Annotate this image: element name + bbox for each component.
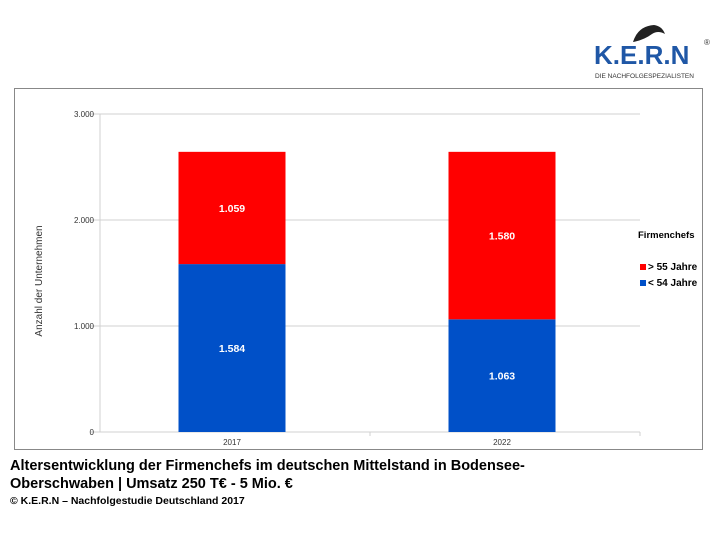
dolphin-icon bbox=[633, 25, 665, 42]
y-tick-label: 1.000 bbox=[74, 322, 95, 331]
logo-tagline: DIE NACHFOLGESPEZIALISTEN bbox=[595, 73, 694, 80]
y-axis-label: Anzahl der Unternehmen bbox=[34, 225, 45, 336]
legend-title: Firmenchefs bbox=[638, 230, 695, 241]
chart-frame bbox=[14, 88, 703, 450]
data-label: 1.580 bbox=[489, 231, 515, 243]
data-label: 1.063 bbox=[489, 371, 515, 383]
bar-segment bbox=[178, 151, 286, 265]
x-tick-label: 2022 bbox=[493, 438, 511, 447]
legend-label: > 55 Jahre bbox=[648, 262, 698, 273]
caption-line2: Oberschwaben | Umsatz 250 T€ - 5 Mio. € bbox=[10, 476, 293, 492]
caption-line1: Altersentwicklung der Firmenchefs im deu… bbox=[10, 458, 525, 474]
y-tick-label: 0 bbox=[90, 428, 95, 437]
y-tick-label: 3.000 bbox=[74, 110, 95, 119]
data-label: 1.584 bbox=[219, 343, 245, 355]
x-tick-label: 2017 bbox=[223, 438, 241, 447]
legend-label: < 54 Jahre bbox=[648, 278, 698, 289]
logo-text: K.E.R.N bbox=[594, 40, 690, 70]
logo-reg: ® bbox=[704, 38, 710, 47]
kern-logo: K.E.R.N ® DIE NACHFOLGESPEZIALISTEN bbox=[590, 22, 715, 87]
bar-segment bbox=[178, 264, 286, 432]
caption-source: © K.E.R.N – Nachfolgestudie Deutschland … bbox=[10, 495, 245, 507]
bar-segment bbox=[448, 319, 556, 432]
legend-swatch bbox=[640, 280, 646, 286]
y-tick-label: 2.000 bbox=[74, 216, 95, 225]
bar-segment bbox=[448, 151, 556, 320]
legend-swatch bbox=[640, 264, 646, 270]
data-label: 1.059 bbox=[219, 203, 245, 215]
